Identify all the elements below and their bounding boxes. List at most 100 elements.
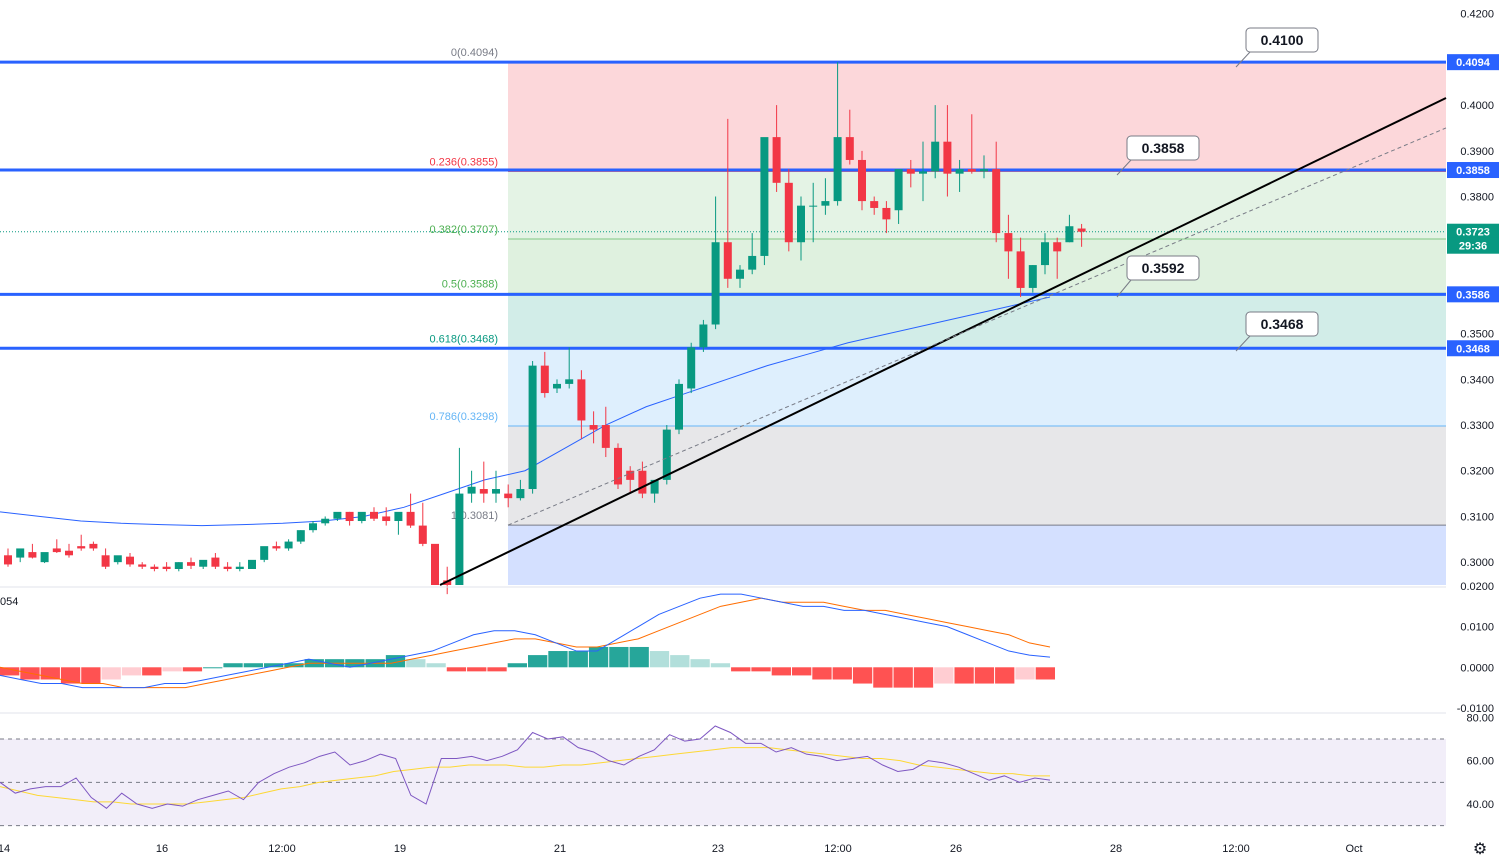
- macd-histogram-bar: [568, 651, 588, 668]
- macd-histogram-bar: [142, 667, 162, 676]
- macd-histogram-bar: [1015, 667, 1035, 680]
- price-badge: [1447, 286, 1499, 303]
- candle: [260, 546, 269, 560]
- price-tick-label: 0.3800: [1460, 192, 1494, 204]
- fib-level-label: 0.786(0.3298): [430, 411, 499, 423]
- time-tick-label: 12:00: [1222, 843, 1250, 855]
- macd-tick-label: 0.0000: [1460, 662, 1494, 674]
- fib-level-label: 0.618(0.3468): [430, 333, 499, 345]
- candle: [553, 383, 561, 389]
- macd-histogram-bar: [467, 667, 487, 672]
- candle: [894, 169, 903, 211]
- candle: [736, 269, 744, 279]
- candle: [4, 555, 12, 565]
- candle: [455, 493, 464, 585]
- price-tick-label: 0.3500: [1460, 329, 1494, 341]
- price-badge: [1447, 340, 1499, 357]
- callout-value: 0.3858: [1142, 140, 1185, 156]
- candle: [589, 425, 598, 430]
- macd-histogram-bar: [812, 667, 832, 680]
- candle: [235, 566, 244, 570]
- macd-tick-label: 0.0200: [1460, 581, 1494, 593]
- time-tick-label: 26: [950, 843, 962, 855]
- macd-histogram-bar: [60, 667, 81, 684]
- candle: [980, 169, 988, 172]
- candle: [540, 365, 549, 394]
- time-tick-label: 14: [0, 843, 10, 855]
- candle: [101, 555, 110, 567]
- price-badge-label: 0.4094: [1456, 57, 1491, 69]
- time-tick-label: 12:00: [268, 843, 296, 855]
- candle: [784, 182, 793, 243]
- price-pane[interactable]: 0(0.4094) 0.236(0.3855) 0.382(0.3707) 0.5(0…: [0, 47, 1447, 595]
- candle: [333, 511, 342, 519]
- candle: [614, 447, 622, 485]
- candle: [992, 169, 1001, 234]
- macd-histogram-bar: [528, 655, 548, 668]
- callout-pointer: [1235, 335, 1251, 352]
- macd-histogram-bar: [751, 667, 771, 672]
- macd-histogram-bar: [995, 667, 1015, 684]
- candle: [418, 525, 427, 544]
- candle: [845, 137, 854, 160]
- candle: [1004, 233, 1013, 252]
- macd-histogram-bar: [832, 667, 852, 680]
- macd-histogram-bar: [649, 651, 670, 668]
- time-tick-label: Oct: [1345, 843, 1362, 855]
- macd-histogram-bar: [588, 646, 609, 668]
- macd-histogram-bar: [0, 667, 20, 676]
- fib-zone: [508, 239, 1446, 294]
- candle: [1028, 265, 1037, 288]
- macd-histogram-bar: [731, 667, 751, 672]
- fib-zone: [508, 171, 1446, 240]
- macd-histogram-bar: [873, 667, 893, 688]
- candle: [467, 486, 476, 494]
- macd-histogram-bar: [792, 667, 812, 676]
- rsi-pane[interactable]: [0, 725, 1446, 827]
- price-tick-label: 0.3900: [1460, 146, 1494, 158]
- price-tick-label: 0.4200: [1460, 9, 1494, 21]
- candle: [675, 383, 683, 430]
- moving-average-line: [0, 296, 1051, 527]
- candle: [162, 566, 171, 570]
- macd-histogram-bar: [182, 667, 203, 672]
- candle: [89, 543, 98, 549]
- candle: [504, 493, 513, 499]
- candle: [650, 479, 659, 494]
- fib-zone: [508, 62, 1446, 172]
- macd-histogram-bar: [284, 663, 304, 668]
- callout-value: 0.4100: [1261, 32, 1304, 48]
- candle: [760, 137, 769, 256]
- macd-label: 054: [0, 596, 18, 608]
- candle: [345, 511, 354, 522]
- macd-histogram-bar: [548, 651, 568, 668]
- macd-histogram-bar: [243, 663, 263, 668]
- candle: [1053, 242, 1062, 252]
- price-badge-label: 0.3858: [1456, 165, 1490, 177]
- macd-histogram-bar: [507, 663, 527, 668]
- candle: [797, 205, 805, 243]
- rsi-line: [0, 725, 1051, 809]
- candle: [528, 365, 537, 490]
- candle: [28, 552, 37, 558]
- axes: 0.4200 0.4000 0.3900 0.3800 0.3500 0.3400 0.33…: [0, 9, 1499, 858]
- candle: [809, 205, 818, 207]
- candle: [138, 564, 147, 567]
- fib-level-label: 0.236(0.3855): [430, 156, 499, 168]
- macd-histogram-bar: [670, 655, 690, 668]
- candle: [662, 429, 671, 480]
- macd-histogram-bar: [852, 667, 873, 684]
- macd-histogram-bar: [690, 659, 710, 668]
- macd-histogram-bar: [446, 667, 467, 672]
- candle: [431, 543, 439, 585]
- macd-histogram-bar: [385, 655, 406, 668]
- candle: [174, 562, 183, 570]
- candle: [77, 546, 86, 549]
- candle: [1065, 226, 1074, 243]
- price-tick-label: 0.4000: [1460, 100, 1494, 112]
- candle: [40, 552, 49, 563]
- fib-zone: [508, 348, 1446, 426]
- time-tick-label: 21: [554, 843, 566, 855]
- macd-pane[interactable]: 054: [0, 593, 1055, 689]
